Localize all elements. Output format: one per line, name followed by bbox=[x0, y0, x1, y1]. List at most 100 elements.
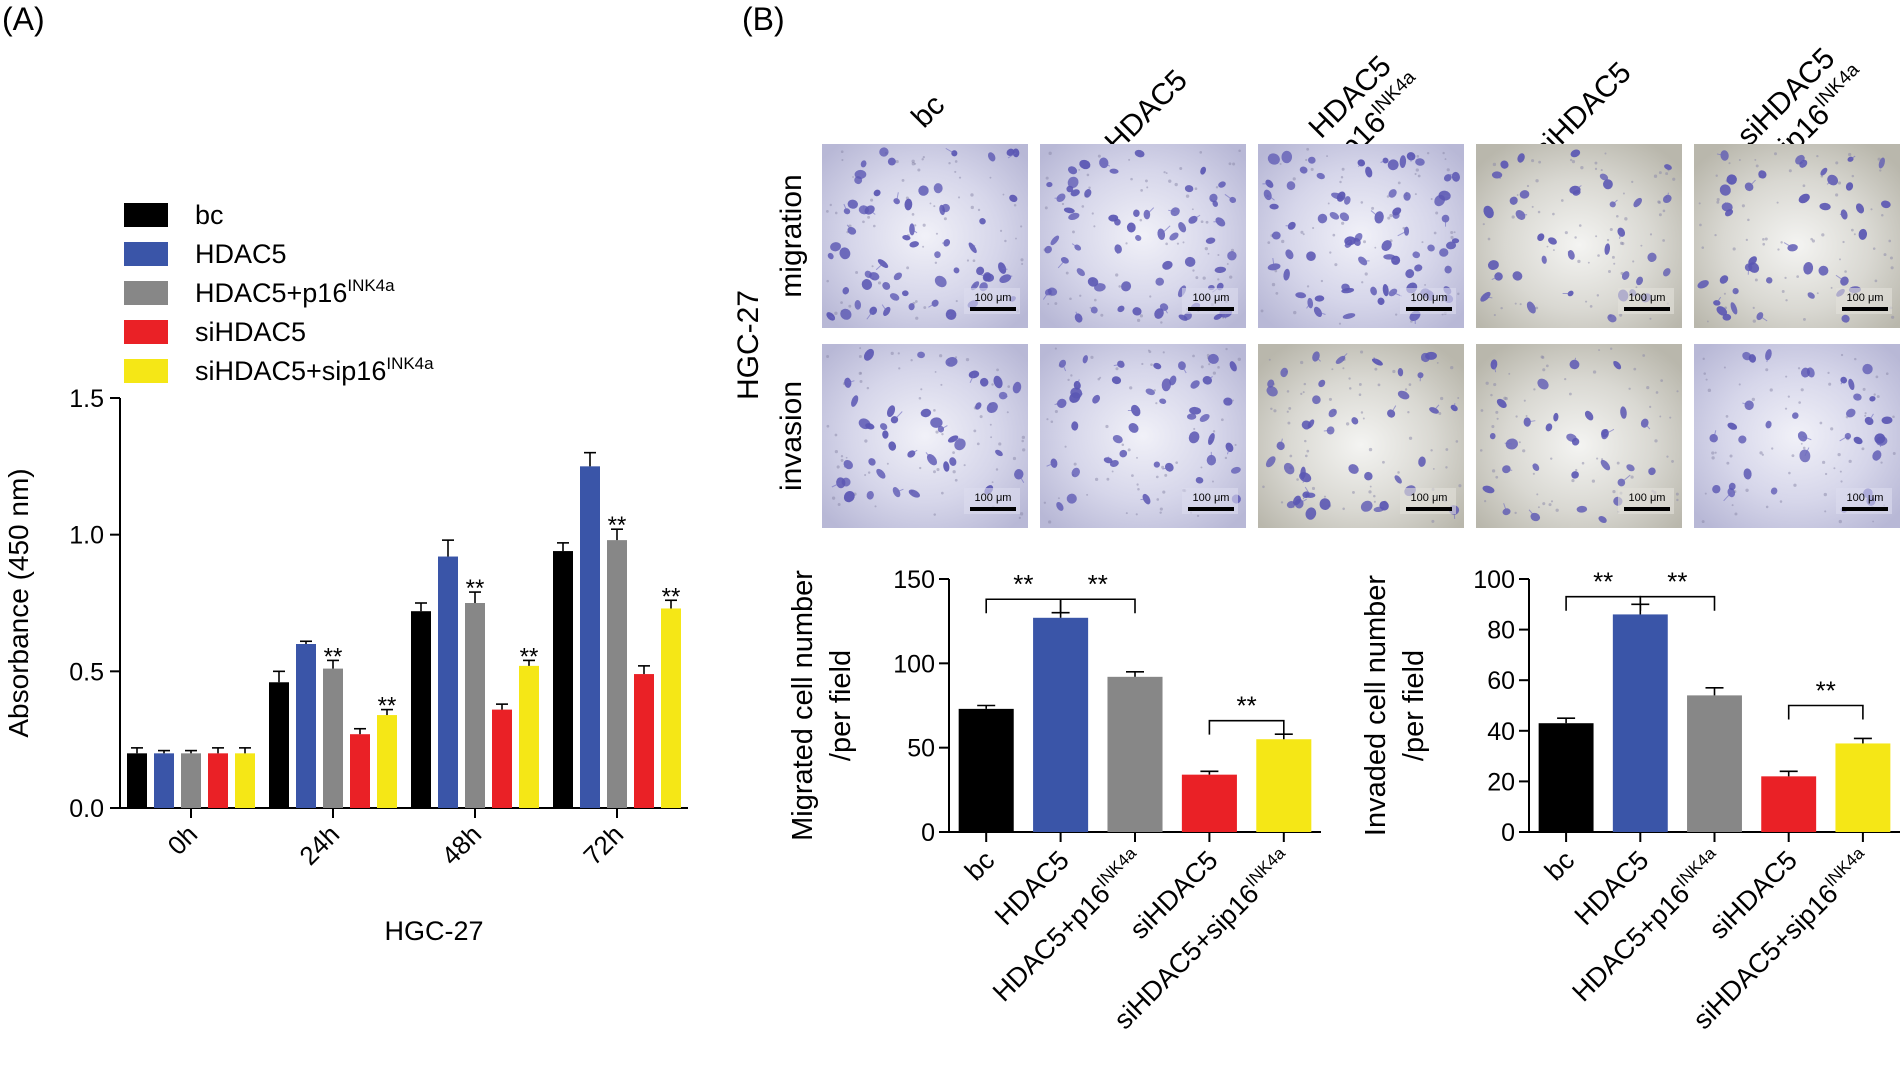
cell-process bbox=[1748, 179, 1756, 188]
y-axis-title: Migrated cell number/per field bbox=[787, 570, 857, 841]
stained-cell bbox=[1869, 396, 1876, 402]
pore bbox=[826, 279, 829, 283]
pore bbox=[1262, 485, 1265, 489]
pore bbox=[1485, 381, 1489, 385]
stained-cell bbox=[1134, 149, 1145, 158]
pore bbox=[1500, 306, 1503, 310]
stained-cell bbox=[1318, 379, 1326, 388]
pore bbox=[1491, 424, 1495, 429]
pore bbox=[1591, 479, 1596, 483]
pore bbox=[1417, 174, 1421, 178]
stained-cell bbox=[1155, 277, 1165, 286]
pore bbox=[1088, 186, 1091, 190]
stained-cell bbox=[843, 490, 855, 503]
pore bbox=[1019, 512, 1024, 516]
stained-cell bbox=[1082, 355, 1088, 364]
stained-cell bbox=[1450, 404, 1458, 412]
pore bbox=[1888, 239, 1892, 243]
stained-cell bbox=[1305, 507, 1317, 520]
pore bbox=[1715, 174, 1718, 177]
significance-mark: ** bbox=[520, 643, 539, 670]
pore bbox=[1306, 147, 1310, 151]
pore bbox=[1659, 415, 1662, 418]
pore bbox=[1302, 233, 1305, 236]
pore bbox=[873, 224, 876, 228]
cell-process bbox=[847, 380, 855, 384]
cell-process bbox=[896, 488, 904, 493]
cell-process bbox=[896, 192, 899, 202]
pore bbox=[1837, 181, 1842, 185]
pore bbox=[976, 442, 980, 446]
significance-mark: ** bbox=[324, 643, 343, 670]
pore bbox=[1773, 152, 1777, 156]
pore bbox=[1293, 310, 1297, 315]
bar bbox=[208, 753, 228, 808]
stained-cell bbox=[1286, 181, 1296, 191]
stained-cell bbox=[987, 152, 996, 162]
pore bbox=[1840, 480, 1843, 483]
stained-cell bbox=[1117, 305, 1125, 313]
pore bbox=[1575, 468, 1578, 472]
pore bbox=[1433, 231, 1437, 235]
pore bbox=[1414, 193, 1417, 196]
bar bbox=[661, 608, 681, 808]
cell-process bbox=[1280, 438, 1283, 447]
pore bbox=[1002, 193, 1005, 196]
pore bbox=[1164, 473, 1168, 477]
pore bbox=[1446, 168, 1450, 172]
pore bbox=[935, 430, 939, 434]
pore bbox=[1655, 391, 1659, 394]
pore bbox=[1232, 162, 1236, 166]
pore bbox=[1676, 498, 1679, 502]
absorbance-chart: 0.0 0.5 1.0 1.5 Absorbance (450 nm) HGC-27 0h 2… bbox=[3, 385, 688, 946]
stained-cell bbox=[1056, 501, 1064, 511]
bar bbox=[465, 603, 485, 808]
stained-cell bbox=[1647, 252, 1657, 262]
pore bbox=[989, 176, 992, 179]
stained-cell bbox=[882, 430, 889, 439]
significance-mark: ** bbox=[1088, 569, 1108, 599]
stained-cell bbox=[1301, 420, 1312, 430]
pore bbox=[1891, 315, 1895, 319]
pore bbox=[1125, 242, 1128, 245]
pore bbox=[1596, 294, 1600, 297]
pore bbox=[859, 380, 863, 383]
pore bbox=[867, 471, 871, 474]
pore bbox=[1787, 395, 1790, 398]
pore bbox=[1538, 160, 1542, 164]
stained-cell bbox=[1748, 256, 1757, 266]
pore bbox=[1672, 177, 1676, 181]
scale-bar-label: 100 μm bbox=[1193, 492, 1230, 504]
stained-cell bbox=[882, 281, 891, 290]
pore bbox=[1395, 313, 1398, 316]
stained-cell bbox=[1067, 166, 1078, 175]
pore bbox=[1106, 477, 1110, 481]
pore bbox=[1067, 378, 1070, 382]
pore bbox=[963, 464, 966, 467]
pore bbox=[1828, 382, 1832, 386]
stained-cell bbox=[1792, 412, 1799, 419]
pore bbox=[1338, 322, 1342, 325]
cell-process bbox=[1713, 430, 1717, 439]
pore bbox=[1212, 430, 1216, 433]
pore bbox=[866, 386, 870, 390]
pore bbox=[1835, 161, 1839, 165]
pore bbox=[1165, 242, 1168, 246]
pore bbox=[1585, 300, 1588, 303]
stained-cell bbox=[1205, 237, 1216, 244]
pore bbox=[1802, 184, 1806, 188]
stained-cell bbox=[839, 247, 851, 260]
pore bbox=[1632, 260, 1635, 263]
stained-cell bbox=[1397, 367, 1404, 377]
y-tick-label: 60 bbox=[1487, 667, 1515, 695]
cell-process bbox=[1168, 209, 1176, 213]
stained-cell bbox=[830, 242, 842, 252]
bar bbox=[634, 674, 654, 808]
pore bbox=[874, 505, 877, 508]
pore bbox=[1560, 199, 1564, 202]
pore bbox=[1624, 217, 1628, 221]
cell-process bbox=[1267, 194, 1275, 201]
pore bbox=[1861, 447, 1865, 451]
pore bbox=[1150, 363, 1153, 366]
cell-process bbox=[1453, 403, 1456, 409]
